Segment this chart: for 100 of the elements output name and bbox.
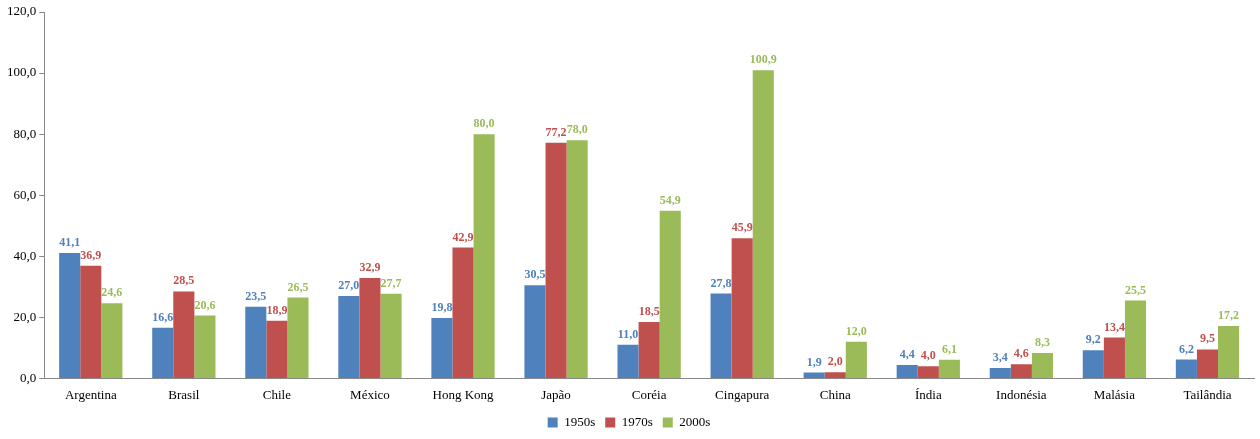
bar	[266, 320, 288, 378]
bar	[896, 364, 918, 378]
data-label: 18,9	[266, 302, 288, 317]
y-tick-label: 0,0	[20, 369, 37, 385]
x-tick-label: Indonésia	[996, 386, 1047, 402]
bar	[380, 293, 402, 378]
bar	[524, 285, 546, 378]
y-tick-label: 100,0	[7, 64, 37, 80]
bar	[59, 252, 81, 378]
bar	[617, 344, 639, 378]
bar	[938, 359, 960, 378]
data-label: 17,2	[1218, 307, 1240, 322]
data-label: 6,2	[1178, 341, 1194, 356]
bar	[659, 210, 681, 378]
data-label: 3,4	[992, 350, 1008, 365]
data-label: 28,5	[173, 273, 195, 288]
y-tick-label: 40,0	[13, 247, 37, 263]
y-tick-label: 80,0	[13, 125, 37, 141]
bar	[338, 295, 360, 378]
data-label: 19,8	[431, 300, 453, 315]
bar	[173, 291, 195, 378]
y-tick-label: 20,0	[13, 308, 37, 324]
bar	[1124, 300, 1147, 378]
bar	[80, 265, 102, 378]
bar	[1082, 350, 1104, 378]
bar	[473, 134, 495, 378]
data-label: 9,5	[1199, 331, 1215, 346]
data-label: 78,0	[566, 122, 588, 137]
bar	[803, 372, 825, 378]
data-label: 9,2	[1085, 332, 1101, 347]
legend-label: 2000s	[679, 413, 711, 429]
bar	[731, 238, 753, 378]
data-label: 36,9	[80, 247, 102, 262]
data-label: 11,0	[617, 326, 639, 341]
x-tick-label: México	[350, 386, 390, 402]
bar	[710, 293, 732, 378]
bar	[101, 303, 123, 378]
data-label: 25,5	[1125, 282, 1147, 297]
data-label: 54,9	[659, 192, 681, 207]
bar	[452, 247, 474, 378]
x-tick-label: China	[819, 386, 851, 402]
data-label: 4,4	[899, 347, 915, 362]
bar	[1103, 337, 1125, 378]
bar	[752, 70, 774, 378]
bar	[917, 366, 939, 378]
data-label: 27,7	[380, 275, 402, 290]
x-tick-label: Malásia	[1093, 386, 1136, 402]
x-tick-label: Japão	[541, 386, 571, 402]
data-label: 12,0	[845, 323, 867, 338]
data-label: 45,9	[731, 220, 753, 235]
data-label: 80,0	[473, 116, 495, 131]
data-label: 16,6	[152, 309, 174, 324]
x-tick-label: Argentina	[64, 386, 117, 402]
legend-label: 1950s	[564, 413, 596, 429]
data-label: 13,4	[1103, 319, 1125, 334]
bar	[152, 327, 174, 378]
data-label: 100,9	[749, 52, 777, 67]
bar	[845, 341, 867, 378]
data-label: 27,0	[338, 278, 360, 293]
bar	[638, 321, 660, 378]
data-label: 24,6	[101, 285, 123, 300]
legend-label: 1970s	[621, 413, 653, 429]
data-label: 41,1	[59, 235, 81, 249]
x-tick-label: Chile	[262, 386, 292, 402]
bar	[194, 315, 216, 378]
bar	[1218, 325, 1240, 378]
data-label: 32,9	[359, 260, 381, 275]
data-label: 26,5	[287, 279, 309, 294]
bar	[545, 142, 567, 378]
x-tick-label: Coréia	[631, 386, 667, 402]
bar	[1196, 349, 1219, 378]
data-label: 1,9	[806, 354, 822, 369]
bar	[1175, 359, 1197, 378]
data-label: 8,3	[1034, 335, 1050, 350]
x-tick-label: Índia	[914, 386, 942, 402]
bar	[1031, 353, 1053, 378]
bar	[359, 277, 381, 378]
bar	[566, 140, 588, 378]
data-label: 6,1	[941, 341, 957, 356]
x-tick-label: Cingapura	[715, 386, 770, 402]
bar	[431, 317, 453, 378]
bar	[287, 297, 309, 378]
x-tick-label: Brasil	[168, 386, 200, 402]
data-label: 42,9	[452, 229, 474, 244]
y-tick-label: 60,0	[13, 186, 37, 202]
data-label: 27,8	[710, 275, 732, 290]
bar	[989, 368, 1011, 378]
data-label: 30,5	[524, 267, 546, 282]
bar	[245, 306, 267, 378]
data-label: 4,6	[1013, 346, 1029, 361]
data-label: 2,0	[827, 354, 843, 369]
bar	[1010, 364, 1032, 378]
data-label: 23,5	[245, 288, 267, 303]
y-tick-label: 120,0	[7, 3, 37, 19]
bar	[824, 372, 846, 378]
data-label: 4,0	[920, 348, 936, 363]
data-label: 77,2	[545, 124, 567, 139]
x-tick-label: Tailândia	[1183, 386, 1232, 402]
data-label: 18,5	[638, 304, 660, 319]
x-tick-label: Hong Kong	[432, 386, 495, 402]
